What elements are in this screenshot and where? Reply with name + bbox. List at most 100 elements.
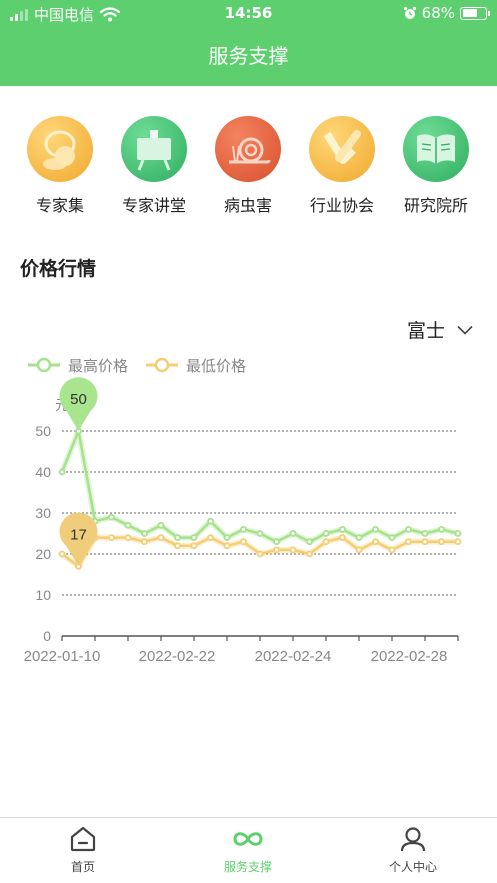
data-point: [190, 542, 198, 550]
alarm-icon: [403, 6, 416, 19]
y-tick-label: 10: [35, 587, 51, 603]
tab-label: 首页: [70, 860, 95, 874]
data-point: [339, 525, 346, 533]
expert-collection-icon: [43, 130, 76, 170]
battery-icon: [460, 6, 490, 20]
data-point: [306, 538, 313, 546]
status-time: 14:56: [224, 4, 273, 22]
data-point: [174, 542, 181, 550]
section-title: 价格行情: [20, 258, 97, 280]
variety-select[interactable]: 富士: [407, 316, 473, 343]
home-icon: [70, 826, 96, 852]
data-point: [240, 538, 247, 546]
data-point: [207, 517, 214, 525]
data-point: [273, 538, 280, 546]
data-point: [124, 521, 132, 529]
service-label: 行业协会: [309, 196, 374, 215]
wifi-icon: [100, 7, 121, 22]
data-point: [108, 513, 115, 521]
snail-pest-icon: [229, 137, 271, 164]
data-point: [421, 538, 429, 546]
variety-value: 富士: [406, 320, 445, 342]
data-point: [388, 546, 396, 554]
tab-service[interactable]: 服务支撑: [188, 826, 308, 875]
book-icon: [417, 134, 455, 164]
data-point: [289, 546, 297, 554]
data-point: [190, 534, 198, 542]
data-point: [289, 530, 297, 537]
tab-profile[interactable]: 个人中心: [353, 826, 473, 875]
data-point: [157, 534, 165, 542]
handshake-icon: [323, 130, 361, 164]
data-point: [438, 538, 445, 546]
tab-label: 服务支撑: [223, 860, 272, 874]
data-point: [240, 525, 247, 533]
y-tick-label: 20: [35, 546, 51, 562]
legend-marker: [36, 357, 52, 373]
data-point: [223, 534, 231, 542]
infinity-service-icon: [233, 832, 263, 846]
service-item-expert-collection[interactable]: 专家集: [13, 116, 107, 216]
data-point: [174, 534, 181, 542]
price-chart: 最高价格最低价格元010203040502022-01-102022-02-22…: [24, 357, 462, 665]
service-grid: 专家集 专家讲堂 病虫害: [0, 116, 497, 216]
legend-label: 最高价格: [68, 358, 128, 375]
carrier-name: 中国电信: [34, 6, 95, 24]
data-point: [339, 534, 346, 542]
page-title: 服务支撑: [208, 44, 289, 68]
series-glow: [59, 428, 459, 545]
service-label: 专家集: [35, 196, 84, 215]
data-point: [322, 538, 330, 546]
legend-label: 最低价格: [186, 358, 246, 375]
data-point: [405, 538, 412, 546]
lecture-hall-icon: [137, 130, 171, 171]
user-profile-icon: [400, 827, 426, 852]
service-item-research-institute[interactable]: 研究院所: [389, 116, 483, 216]
value-callout-label: 50: [70, 391, 87, 408]
data-point: [372, 538, 379, 546]
service-item-pests[interactable]: 病虫害: [201, 116, 295, 216]
data-point: [438, 525, 445, 533]
service-item-industry-association[interactable]: 行业协会: [295, 116, 389, 216]
y-tick-label: 30: [35, 505, 51, 521]
data-point: [355, 534, 363, 542]
data-point: [355, 546, 363, 554]
value-callout-pin: [59, 512, 98, 567]
battery-percent: 68%: [421, 4, 455, 22]
data-point: [405, 525, 412, 533]
status-bar: 中国电信 14:56 68%: [0, 0, 497, 28]
service-item-lecture-hall[interactable]: 专家讲堂: [107, 116, 201, 216]
y-tick-label: 40: [35, 464, 51, 480]
data-point: [58, 468, 66, 476]
data-point: [454, 538, 462, 546]
data-point: [454, 530, 462, 537]
data-point: [58, 550, 66, 558]
data-point: [141, 530, 148, 537]
y-tick-label: 50: [35, 423, 51, 439]
data-point: [157, 521, 165, 529]
tab-label: 个人中心: [388, 860, 437, 874]
x-tick-label: 2022-02-22: [139, 648, 216, 665]
app-header: 中国电信 14:56 68% 服务支撑: [0, 0, 497, 86]
x-tick-label: 2022-02-28: [371, 648, 448, 665]
service-label: 研究院所: [403, 196, 468, 215]
service-label: 专家讲堂: [121, 196, 186, 215]
data-point: [372, 525, 379, 533]
bottom-tab-bar: 首页 服务支撑 个人中心: [0, 817, 497, 883]
y-tick-label: 0: [43, 628, 51, 644]
data-point: [388, 534, 396, 542]
data-point: [322, 530, 330, 537]
tab-home[interactable]: 首页: [23, 826, 143, 875]
data-point: [421, 530, 429, 537]
legend-marker: [154, 357, 170, 373]
data-point: [124, 534, 132, 542]
service-label: 病虫害: [223, 196, 272, 215]
data-point: [256, 550, 264, 558]
chevron-down-icon: [457, 325, 473, 335]
data-point: [207, 534, 214, 542]
data-point: [141, 538, 148, 546]
data-point: [108, 534, 115, 542]
x-tick-label: 2022-02-24: [255, 648, 332, 665]
value-callout-label: 17: [70, 526, 87, 543]
data-point: [256, 530, 264, 537]
